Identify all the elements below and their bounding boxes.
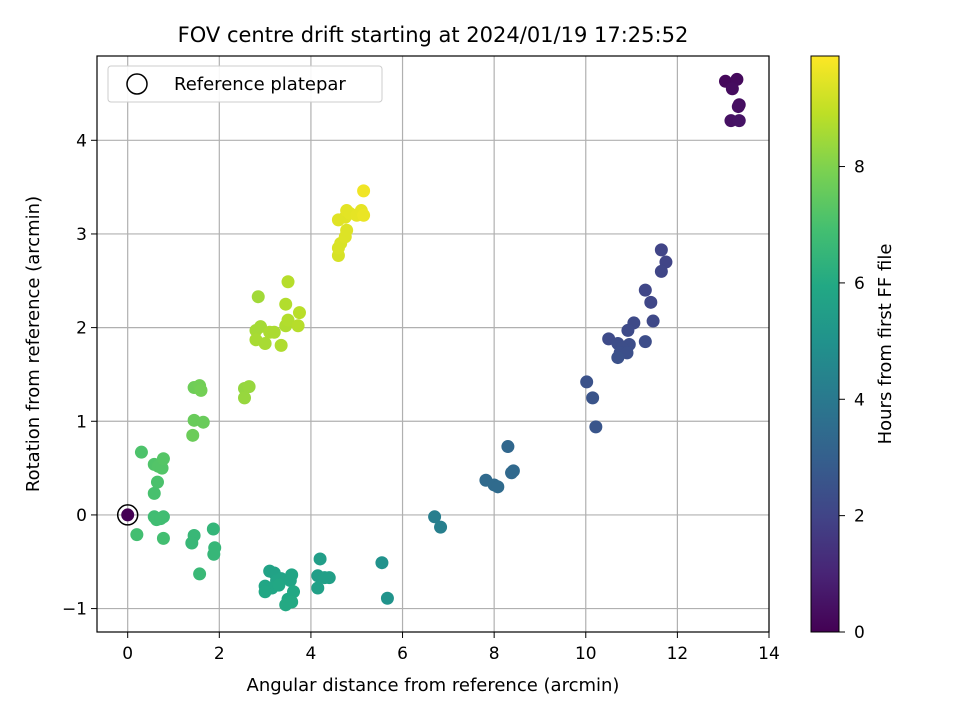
data-point xyxy=(292,306,306,320)
data-point xyxy=(638,283,652,297)
data-point xyxy=(732,114,746,128)
data-point xyxy=(150,475,164,489)
data-point xyxy=(279,297,293,311)
data-point xyxy=(491,480,505,494)
data-point xyxy=(242,380,256,394)
data-point xyxy=(313,552,327,566)
data-point xyxy=(281,275,295,289)
data-point xyxy=(357,208,371,222)
data-point xyxy=(156,452,170,466)
data-point xyxy=(322,571,336,585)
colorbar-ticks: 0 2 4 6 8 xyxy=(839,158,865,643)
data-point xyxy=(279,598,293,612)
data-point xyxy=(207,547,221,561)
data-point xyxy=(654,243,668,257)
colorbar-tick-label: 4 xyxy=(854,390,865,410)
data-points xyxy=(130,72,746,612)
x-tick-label: 0 xyxy=(122,644,133,664)
grid-lines xyxy=(97,56,770,632)
legend-marker-reference xyxy=(126,73,148,95)
x-axis-label: Angular distance from reference (arcmin) xyxy=(247,675,620,696)
data-point xyxy=(147,486,161,500)
y-tick-label: 4 xyxy=(76,131,87,151)
colorbar-tick-label: 2 xyxy=(854,507,865,527)
x-tick-label: 14 xyxy=(758,644,780,664)
data-point xyxy=(311,581,325,595)
x-tick-label: 10 xyxy=(575,644,597,664)
legend-box xyxy=(107,65,383,103)
data-point xyxy=(357,184,371,198)
data-point xyxy=(283,573,297,587)
y-axis-label: Rotation from reference (arcmin) xyxy=(23,196,44,492)
colorbar: 0 2 4 6 8 Hours from first FF file xyxy=(810,55,896,643)
data-point xyxy=(267,325,281,339)
data-point xyxy=(272,578,286,592)
x-tick-label: 6 xyxy=(397,644,408,664)
x-axis-ticks: 0 2 4 6 8 10 12 14 xyxy=(122,632,780,664)
data-point xyxy=(644,295,658,309)
data-point xyxy=(505,466,519,480)
y-tick-label: 2 xyxy=(76,319,87,339)
data-point xyxy=(258,585,272,599)
data-point xyxy=(428,510,442,524)
colorbar-gradient xyxy=(810,55,840,633)
x-tick-label: 12 xyxy=(667,644,689,664)
data-point xyxy=(196,415,210,429)
data-point xyxy=(501,440,515,454)
legend-entry-reference: Reference platepar xyxy=(174,74,346,95)
data-point xyxy=(646,314,660,328)
data-point xyxy=(206,522,220,536)
data-point xyxy=(134,445,148,459)
data-point xyxy=(258,337,272,351)
reference-point-ring xyxy=(116,504,139,526)
chart-title: FOV centre drift starting at 2024/01/19 … xyxy=(178,23,689,47)
data-point xyxy=(638,335,652,349)
data-point xyxy=(731,100,745,114)
colorbar-label: Hours from first FF file xyxy=(875,244,896,445)
colorbar-tick-label: 0 xyxy=(854,623,865,643)
data-point xyxy=(186,428,200,442)
reference-platepar-marker xyxy=(116,504,139,526)
data-point xyxy=(281,313,295,327)
colorbar-tick-label: 6 xyxy=(854,274,865,294)
y-tick-label: −1 xyxy=(62,600,87,620)
data-point xyxy=(154,512,168,526)
data-point xyxy=(589,420,603,434)
data-point xyxy=(580,375,594,389)
x-tick-label: 2 xyxy=(214,644,225,664)
data-point xyxy=(654,264,668,278)
data-point xyxy=(725,82,739,96)
y-axis-ticks: −1 0 1 2 3 4 xyxy=(62,131,97,620)
legend: Reference platepar xyxy=(107,65,383,103)
data-point xyxy=(193,567,207,581)
data-point xyxy=(291,319,305,333)
data-point xyxy=(156,531,170,545)
plot-frame xyxy=(96,55,770,633)
y-tick-label: 1 xyxy=(76,412,87,432)
colorbar-tick-label: 8 xyxy=(854,158,865,178)
data-point xyxy=(130,528,144,542)
data-point xyxy=(621,323,635,337)
data-point xyxy=(340,223,354,237)
data-point xyxy=(586,391,600,405)
data-point xyxy=(380,591,394,605)
x-tick-label: 8 xyxy=(489,644,500,664)
data-point xyxy=(238,391,252,405)
y-tick-label: 0 xyxy=(76,506,87,526)
data-point xyxy=(194,383,208,397)
x-tick-label: 4 xyxy=(306,644,317,664)
y-tick-label: 3 xyxy=(76,225,87,245)
reference-point-fill xyxy=(121,508,135,522)
data-point xyxy=(375,556,389,570)
data-point xyxy=(251,290,265,304)
data-point xyxy=(274,338,288,352)
data-point xyxy=(434,520,448,534)
data-point xyxy=(611,351,625,365)
data-point xyxy=(185,536,199,550)
